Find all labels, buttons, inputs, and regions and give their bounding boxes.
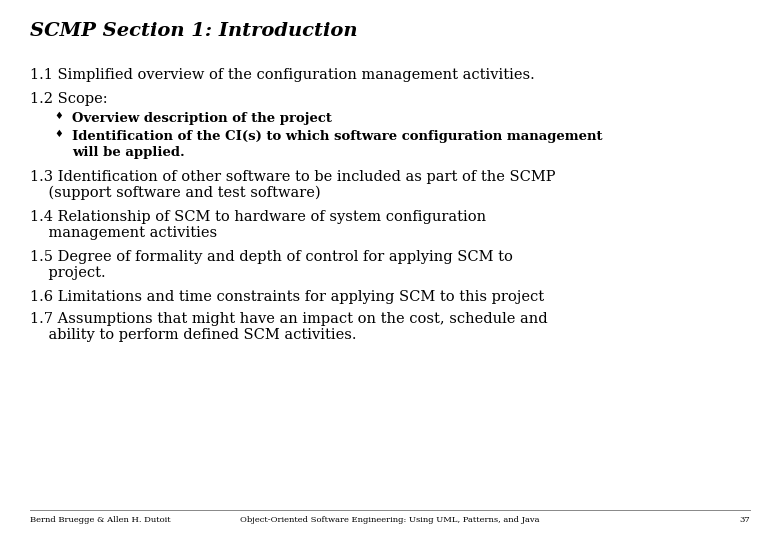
Text: 1.1 Simplified overview of the configuration management activities.: 1.1 Simplified overview of the configura…: [30, 68, 535, 82]
Text: will be applied.: will be applied.: [72, 146, 185, 159]
Text: management activities: management activities: [30, 226, 217, 240]
Text: 1.5 Degree of formality and depth of control for applying SCM to: 1.5 Degree of formality and depth of con…: [30, 250, 513, 264]
Text: Bernd Bruegge & Allen H. Dutoit: Bernd Bruegge & Allen H. Dutoit: [30, 516, 171, 524]
Text: Overview description of the project: Overview description of the project: [72, 112, 331, 125]
Text: 37: 37: [739, 516, 750, 524]
Text: 1.3 Identification of other software to be included as part of the SCMP: 1.3 Identification of other software to …: [30, 170, 555, 184]
Text: 1.6 Limitations and time constraints for applying SCM to this project: 1.6 Limitations and time constraints for…: [30, 290, 544, 304]
Text: SCMP Section 1: Introduction: SCMP Section 1: Introduction: [30, 22, 357, 40]
Text: Object-Oriented Software Engineering: Using UML, Patterns, and Java: Object-Oriented Software Engineering: Us…: [240, 516, 540, 524]
Text: ♦: ♦: [54, 112, 62, 121]
Text: 1.2 Scope:: 1.2 Scope:: [30, 92, 108, 106]
Text: 1.4 Relationship of SCM to hardware of system configuration: 1.4 Relationship of SCM to hardware of s…: [30, 210, 486, 224]
Text: project.: project.: [30, 266, 105, 280]
Text: ♦: ♦: [54, 130, 62, 139]
Text: Identification of the CI(s) to which software configuration management: Identification of the CI(s) to which sof…: [72, 130, 602, 143]
Text: 1.7 Assumptions that might have an impact on the cost, schedule and: 1.7 Assumptions that might have an impac…: [30, 312, 548, 326]
Text: ability to perform defined SCM activities.: ability to perform defined SCM activitie…: [30, 328, 356, 342]
Text: (support software and test software): (support software and test software): [30, 186, 321, 200]
